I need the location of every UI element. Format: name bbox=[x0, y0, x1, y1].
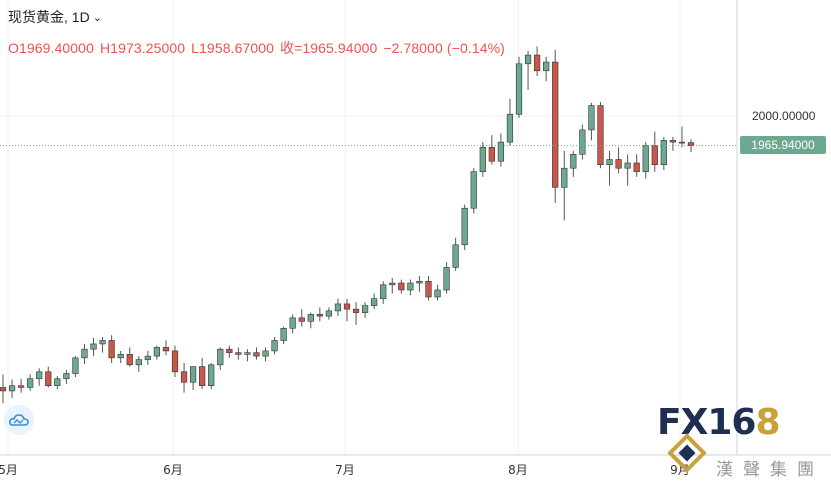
candle-body bbox=[506, 113, 514, 143]
candle-body bbox=[298, 317, 305, 322]
candle-body bbox=[36, 371, 43, 380]
candle-body bbox=[235, 352, 242, 355]
candle-body bbox=[597, 105, 604, 166]
candle-body bbox=[63, 373, 70, 380]
close-value: 收=1965.94000 bbox=[280, 40, 378, 56]
candle-body bbox=[452, 244, 459, 268]
candle-body bbox=[271, 340, 278, 352]
candle-body bbox=[425, 280, 432, 298]
candle-body bbox=[27, 378, 34, 388]
candle-body bbox=[443, 267, 450, 291]
chevron-down-icon[interactable]: ⌄ bbox=[92, 12, 102, 24]
candle-body bbox=[470, 171, 477, 209]
candle-body bbox=[624, 162, 631, 169]
candle-body bbox=[434, 289, 441, 298]
candle-body bbox=[72, 357, 79, 374]
interval-label: 1D bbox=[71, 9, 90, 25]
candle-body bbox=[90, 343, 97, 350]
candle-body bbox=[660, 140, 667, 166]
candle-body bbox=[588, 105, 595, 131]
candle-body bbox=[135, 359, 142, 366]
candle-body bbox=[45, 371, 52, 386]
x-tick-label: 7月 bbox=[335, 463, 355, 477]
candle-body bbox=[633, 162, 640, 172]
symbol-name: 现货黄金 bbox=[8, 9, 64, 25]
candle-body bbox=[108, 340, 115, 359]
candle-body bbox=[606, 159, 613, 166]
candle-body bbox=[678, 141, 686, 144]
candle-body bbox=[316, 314, 323, 317]
candle-body bbox=[543, 61, 550, 72]
candle-body bbox=[334, 303, 342, 312]
candle-body bbox=[497, 141, 505, 162]
candle-body bbox=[180, 371, 188, 383]
candle-body bbox=[380, 284, 387, 299]
candle-body bbox=[533, 54, 541, 72]
candle-body bbox=[515, 63, 523, 115]
candle-body bbox=[153, 347, 161, 357]
current-price-label: 1965.94000 bbox=[740, 136, 826, 154]
low-value: L1958.67000 bbox=[191, 40, 275, 56]
candle-body bbox=[488, 147, 495, 162]
candle-body bbox=[217, 348, 224, 366]
candle-body bbox=[361, 305, 369, 313]
candle-body bbox=[117, 354, 124, 359]
candle-body bbox=[189, 366, 197, 383]
candle-body bbox=[99, 340, 106, 345]
candle-body bbox=[669, 140, 677, 143]
high-value: H1973.25000 bbox=[99, 40, 186, 56]
candle-body bbox=[289, 317, 296, 329]
company-logo-icon bbox=[667, 433, 707, 473]
symbol-header[interactable]: 现货黄金, 1D ⌄ bbox=[8, 9, 102, 25]
candle-body bbox=[389, 282, 396, 286]
x-tick-label: 6月 bbox=[163, 463, 183, 477]
fx168-watermark: FX168 bbox=[657, 402, 781, 443]
candle-body bbox=[0, 387, 7, 392]
candle-body bbox=[651, 145, 658, 166]
candle-body bbox=[642, 145, 649, 172]
candle-body bbox=[343, 303, 351, 310]
candle-body bbox=[81, 348, 88, 359]
open-value: O1969.40000 bbox=[8, 40, 94, 56]
candle-body bbox=[479, 147, 486, 172]
candle-body bbox=[8, 385, 16, 392]
company-name-watermark: 漢聲集團 bbox=[716, 460, 824, 480]
x-tick-label: 5月 bbox=[0, 463, 18, 477]
candle-body bbox=[615, 159, 622, 169]
candle-body bbox=[244, 352, 251, 355]
candle-body bbox=[226, 348, 233, 353]
candle-body bbox=[171, 350, 179, 373]
candle-body bbox=[253, 352, 260, 357]
candle-body bbox=[17, 385, 25, 388]
candle-body bbox=[524, 54, 532, 65]
cloud-icon[interactable] bbox=[4, 405, 34, 435]
candle-body bbox=[570, 153, 577, 169]
candle-body bbox=[262, 350, 269, 357]
candle-body bbox=[552, 61, 559, 188]
candle-body bbox=[325, 310, 333, 317]
candle-body bbox=[208, 364, 215, 387]
candle-body bbox=[561, 167, 568, 188]
candle-body bbox=[579, 129, 586, 155]
candle-body bbox=[280, 327, 287, 341]
candle-body bbox=[461, 207, 468, 246]
candle-body bbox=[416, 280, 423, 284]
candle-body bbox=[407, 282, 414, 291]
candle-body bbox=[144, 355, 151, 360]
candle-body bbox=[126, 354, 133, 366]
candle-body bbox=[162, 347, 170, 352]
candle-body bbox=[371, 298, 378, 306]
candle-body bbox=[398, 282, 405, 291]
candle-body bbox=[307, 314, 314, 322]
ohlc-readout: O1969.40000 H1973.25000 L1958.67000 收=1965.… bbox=[8, 38, 511, 58]
change-value: −2.78000 (−0.14%) bbox=[383, 40, 505, 56]
x-tick-label: 8月 bbox=[508, 463, 528, 477]
candle-body bbox=[54, 378, 61, 386]
candle-body bbox=[199, 366, 206, 386]
candle-body bbox=[352, 308, 360, 313]
y-tick-label: 2000.00000 bbox=[752, 109, 816, 123]
